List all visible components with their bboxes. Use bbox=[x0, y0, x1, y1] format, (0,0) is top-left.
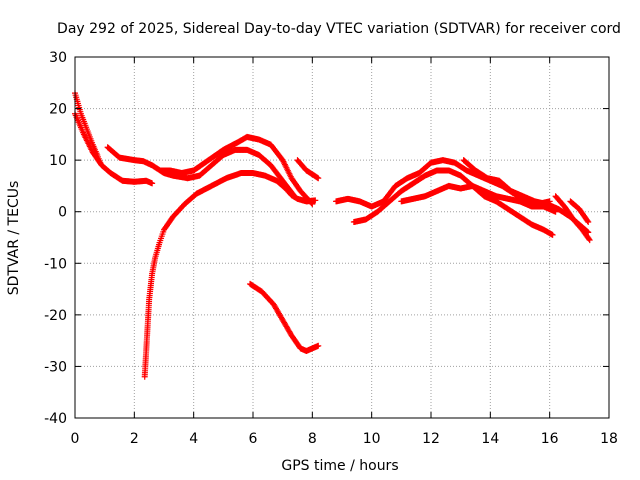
x-tick-label: 14 bbox=[481, 431, 499, 447]
gridlines bbox=[75, 57, 609, 418]
x-tick-label: 0 bbox=[71, 431, 80, 447]
series-track-6 bbox=[247, 280, 322, 354]
data-point bbox=[149, 180, 156, 187]
x-axis-ticks: 0 2 4 6 8 10 12 14 16 18 bbox=[71, 57, 618, 447]
x-tick-label: 10 bbox=[363, 431, 381, 447]
x-tick-label: 16 bbox=[541, 431, 559, 447]
y-tick-label: -10 bbox=[44, 256, 67, 272]
x-tick-label: 4 bbox=[189, 431, 198, 447]
series-track-7 bbox=[294, 157, 322, 182]
y-tick-label: 20 bbox=[49, 102, 67, 118]
series-track-2 bbox=[72, 110, 156, 187]
y-tick-label: 10 bbox=[49, 153, 67, 169]
data-point bbox=[585, 236, 592, 243]
x-axis-label: GPS time / hours bbox=[281, 458, 398, 474]
data-point bbox=[315, 175, 322, 182]
y-tick-label: -30 bbox=[44, 359, 67, 375]
x-tick-label: 8 bbox=[308, 431, 317, 447]
y-tick-label: -40 bbox=[44, 411, 67, 427]
data-point bbox=[549, 231, 556, 238]
series-track-13 bbox=[567, 198, 592, 226]
y-tick-label: 30 bbox=[49, 50, 67, 66]
y-axis-ticks: -40 -30 -20 -10 0 10 20 30 bbox=[44, 50, 609, 427]
y-tick-label: 0 bbox=[58, 205, 67, 221]
data-point bbox=[586, 237, 593, 244]
data-point bbox=[312, 197, 319, 204]
data-points bbox=[72, 90, 593, 380]
y-axis-label: SDTVAR / TECUs bbox=[6, 181, 22, 296]
y-tick-label: -20 bbox=[44, 308, 67, 324]
data-point bbox=[315, 342, 322, 349]
series-track-9 bbox=[350, 167, 556, 238]
x-tick-label: 18 bbox=[600, 431, 618, 447]
x-tick-label: 12 bbox=[422, 431, 440, 447]
data-point bbox=[584, 217, 591, 224]
chart-title: Day 292 of 2025, Sidereal Day-to-day VTE… bbox=[57, 21, 621, 37]
plot-frame bbox=[74, 56, 610, 419]
data-point bbox=[585, 219, 592, 226]
series-track-5 bbox=[141, 170, 319, 380]
series-track-12 bbox=[552, 193, 593, 244]
x-tick-label: 6 bbox=[249, 431, 258, 447]
x-tick-label: 2 bbox=[130, 431, 139, 447]
